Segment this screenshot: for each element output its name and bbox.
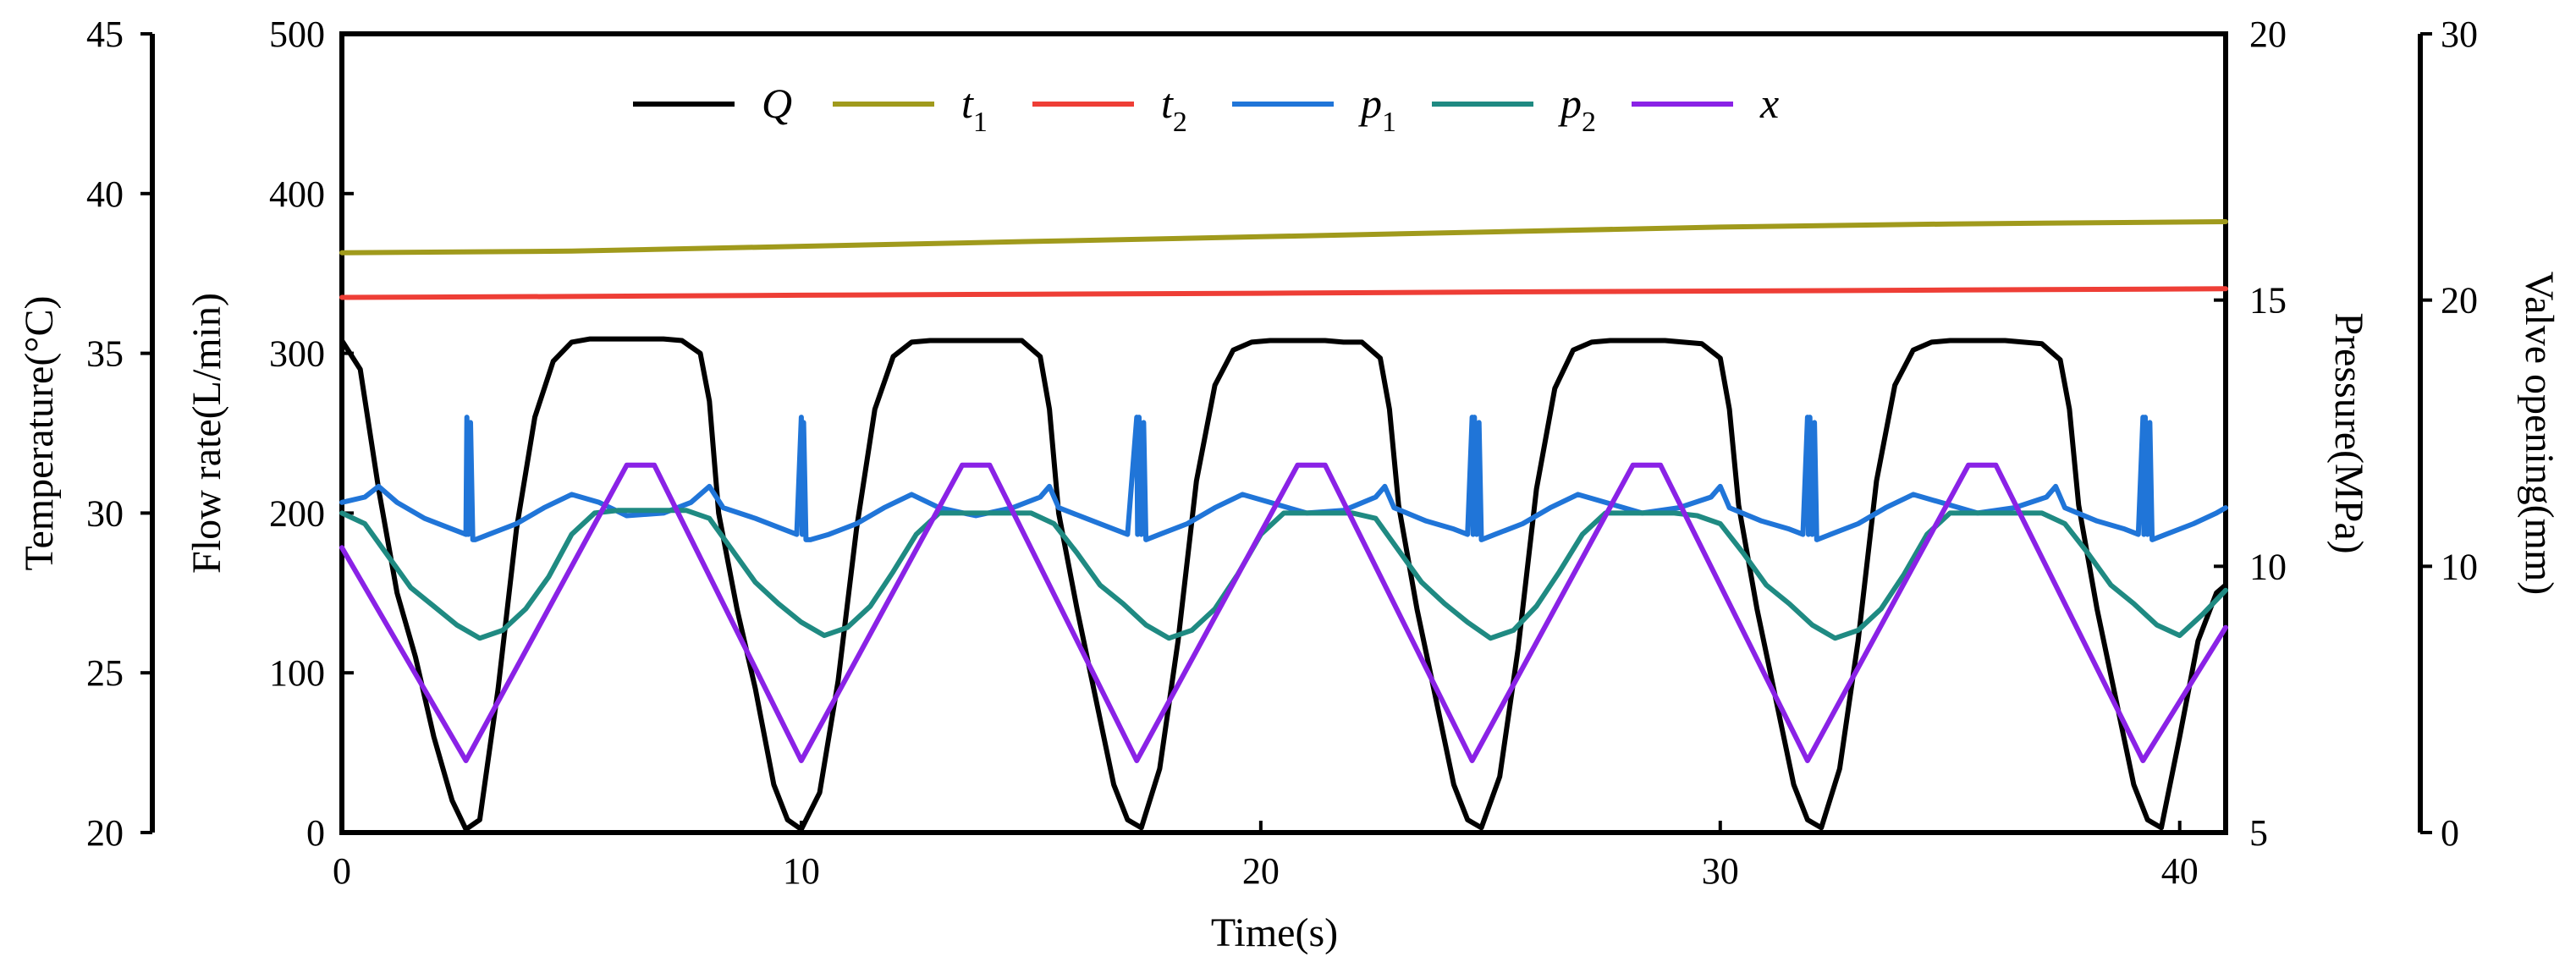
valve-tick-label: 20: [2441, 280, 2478, 322]
valve-tick-label: 30: [2441, 14, 2478, 55]
x-axis: 0 10 20 30 40 Time(s): [333, 821, 2199, 955]
flow-tick-label: 500: [269, 14, 325, 55]
legend-label-t2: t2: [1161, 80, 1187, 138]
valve-tick-label: 10: [2441, 546, 2478, 587]
series-x-line: [339, 462, 2228, 763]
pressure-axis: 5 10 15 20 Pressure(MPa): [2214, 14, 2371, 854]
pressure-axis-title: Pressure(MPa): [2326, 312, 2371, 553]
legend-subscript: 2: [1173, 107, 1187, 138]
pressure-tick-label: 5: [2249, 812, 2268, 854]
x-tick-label: 20: [1242, 850, 1280, 892]
series-Q-line: [339, 336, 2228, 833]
x-tick-label: 10: [783, 850, 820, 892]
flow-tick-label: 400: [269, 173, 325, 215]
series-t2-line: [339, 286, 2228, 300]
legend-label-x: x: [1759, 80, 1779, 127]
flow-axis-title: Flow rate(L/min): [184, 293, 229, 574]
temperature-tick-label: 35: [86, 333, 124, 375]
temperature-axis-title: Temperature(°C): [17, 295, 62, 570]
valve-axis-title: Valve opening(mm): [2517, 272, 2562, 596]
flow-tick-label: 200: [269, 492, 325, 534]
flow-tick-label: 100: [269, 652, 325, 694]
pressure-tick-label: 15: [2249, 280, 2287, 322]
flow-tick-label: 0: [306, 812, 325, 854]
legend-label-p1: p1: [1358, 80, 1396, 138]
temperature-tick-label: 40: [86, 173, 124, 215]
series-t1-line: [339, 219, 2228, 256]
x-axis-title: Time(s): [1211, 910, 1338, 955]
legend-label-p2: p2: [1558, 80, 1596, 138]
temperature-tick-label: 25: [86, 652, 124, 694]
legend-subscript: 1: [973, 107, 988, 138]
legend-label-t1: t1: [961, 80, 988, 138]
pressure-tick-label: 20: [2249, 14, 2287, 55]
temperature-axis: 20 25 30 35 40 45 Temperature(°C): [17, 14, 155, 854]
x-tick-label: 40: [2161, 850, 2199, 892]
plot-frame: [339, 31, 2228, 835]
x-tick-label: 0: [333, 850, 351, 892]
valve-tick-label: 0: [2441, 812, 2459, 854]
pressure-tick-label: 10: [2249, 546, 2287, 587]
legend-subscript: 1: [1382, 107, 1396, 138]
temperature-tick-label: 45: [86, 14, 124, 55]
valve-axis: 0 10 20 30 Valve opening(mm): [2418, 14, 2562, 854]
temperature-tick-label: 30: [86, 492, 124, 534]
x-tick-label: 30: [1702, 850, 1739, 892]
temperature-tick-label: 20: [86, 812, 124, 854]
legend-label-Q: Q: [762, 80, 792, 127]
flow-axis: 0 100 200 300 400 500 Flow rate(L/min): [184, 14, 354, 854]
series-layer: [339, 219, 2228, 833]
legend-subscript: 2: [1582, 107, 1596, 138]
series-p2-line: [339, 508, 2228, 641]
flow-tick-label: 300: [269, 333, 325, 375]
